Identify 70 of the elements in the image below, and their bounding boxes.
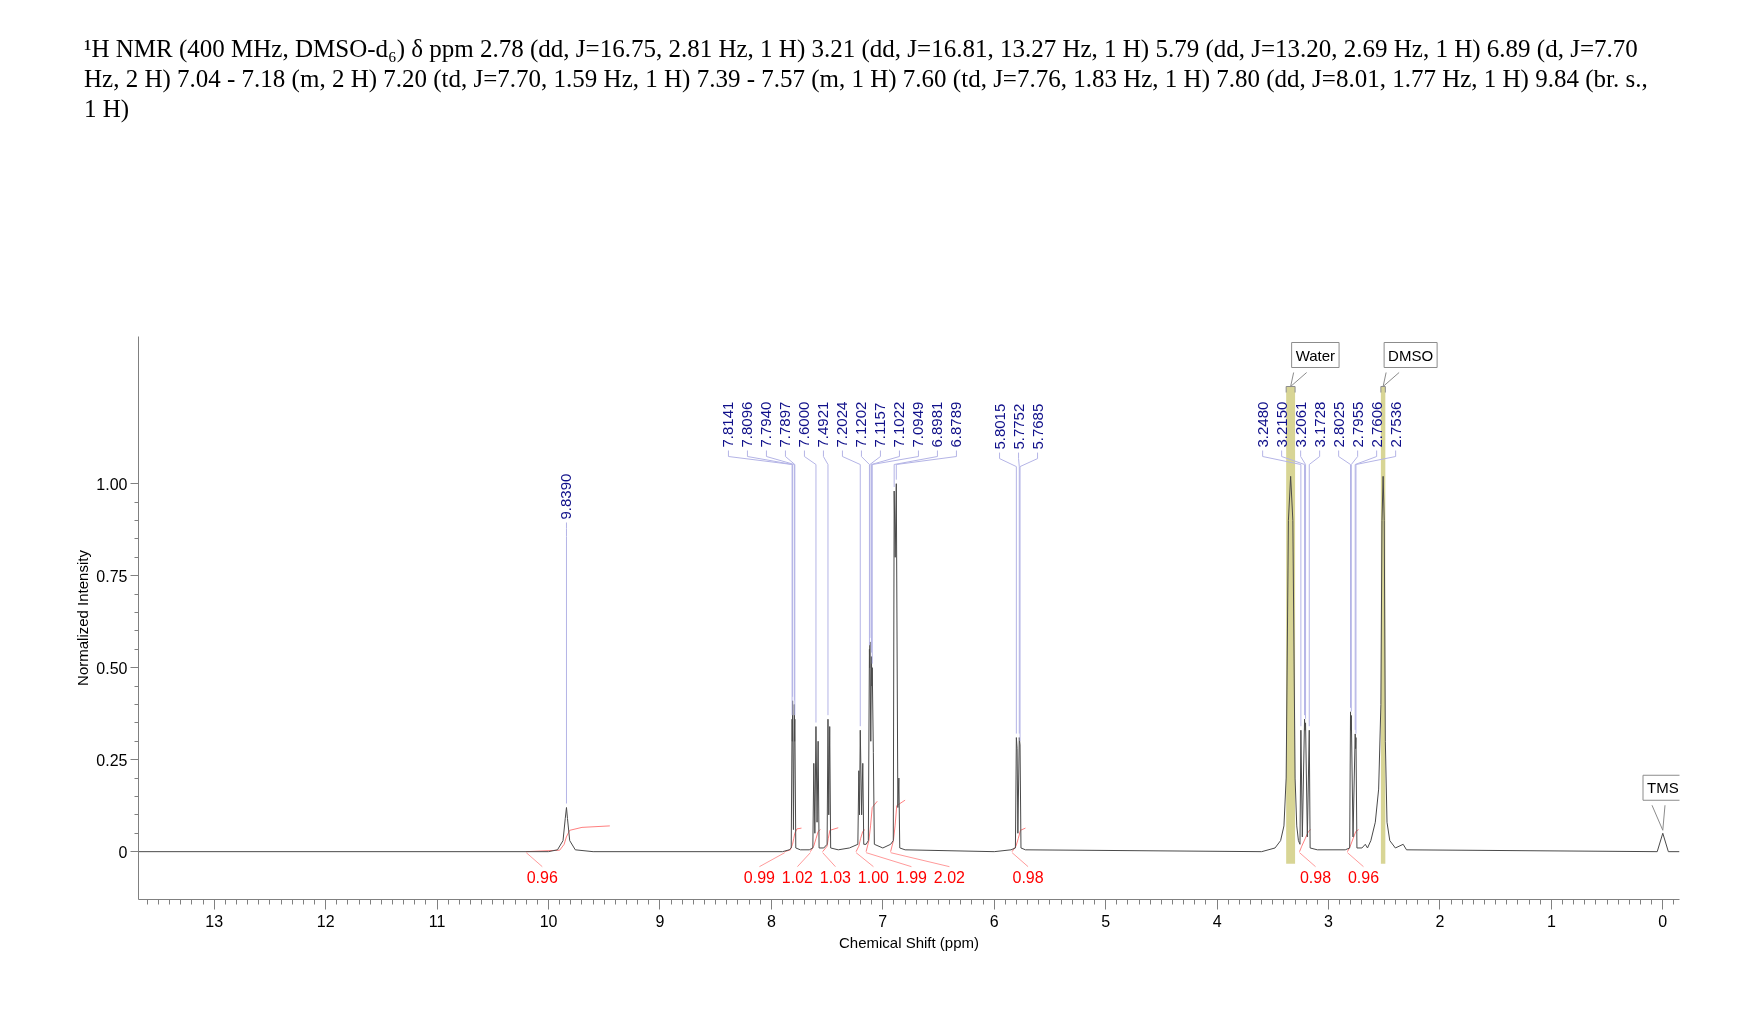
annotation: 7.4921 — [814, 401, 832, 448]
annotation: 7.1202 — [852, 401, 870, 448]
x-tick-label: 3 — [1324, 912, 1334, 930]
annotation: 0.98 — [1299, 868, 1332, 886]
line-series — [865, 800, 878, 853]
x-tick-label: 6 — [989, 912, 999, 930]
y-axis-title: Normalized Intensity — [74, 549, 92, 686]
annotation: 7.8096 — [738, 401, 756, 448]
y-tick-label: 1.00 — [96, 475, 128, 493]
annotation: 6.8789 — [947, 401, 965, 448]
line-series — [784, 827, 802, 853]
band-label: Water — [1295, 346, 1336, 364]
annotation: 7.0949 — [909, 401, 927, 448]
line-series — [822, 827, 839, 853]
annotation: 7.1022 — [890, 401, 908, 448]
annotation: 0.99 — [743, 868, 776, 886]
annotation: 5.7685 — [1028, 403, 1046, 450]
chart-title: ¹H NMR (400 MHz, DMSO-d₆) δ ppm 2.78 (dd, J=16.75, 2.81 Hz, 1 H) 3.21 (dd, J=16.81, 13.27 Hz, 1 H) 5.79 (dd, J=13.20, 2.69 Hz, 1 H) 6.89 (d, J=7.70 Hz, 2 H) 7.04 - 7.18 (m, 2 H) 7.20 (td, J=7.70, 1.59 Hz, 1 H) 7.39 - 7.57 (m, 1 H) 7.60 (td, J=7.76, 1.83 Hz, 1 H) 7.80 (dd, J=8.01, 1.77 Hz, 1 H) 9.84 (br. s., 1 H) — [84, 34, 1649, 124]
annotation: 7.1157 — [871, 402, 889, 448]
x-tick-label: 11 — [428, 912, 446, 930]
x-tick-label: 13 — [205, 912, 224, 930]
x-tick-label: 0 — [1658, 912, 1668, 930]
line-series — [1011, 827, 1026, 853]
y-tick-label: 0.25 — [96, 751, 128, 769]
annotation: 7.8141 — [719, 401, 737, 448]
line-series — [138, 475, 1680, 853]
annotation: 1.02 — [781, 868, 814, 886]
annotation: 2.8025 — [1329, 401, 1347, 448]
line-series — [855, 829, 866, 853]
annotation: 1.99 — [895, 868, 928, 886]
annotation: 7.6000 — [795, 401, 813, 448]
line-series — [1299, 829, 1312, 853]
annotation: TMS — [1647, 779, 1679, 797]
x-tick-label: 12 — [316, 912, 335, 930]
x-tick-label: 8 — [766, 912, 776, 930]
x-tick-label: 9 — [655, 912, 665, 930]
annotation: 3.1728 — [1310, 401, 1328, 448]
x-tick-label: 4 — [1212, 912, 1222, 930]
annotation: 1.00 — [857, 868, 890, 886]
annotation: 5.7752 — [1009, 403, 1027, 450]
annotation: 3.2150 — [1272, 401, 1290, 448]
annotation: 2.7536 — [1386, 401, 1404, 448]
annotation: 0.96 — [526, 868, 558, 886]
annotation: 2.7606 — [1367, 401, 1385, 448]
x-tick-label: 7 — [878, 912, 888, 930]
annotation: 3.2061 — [1291, 401, 1309, 448]
annotation: 5.8015 — [990, 403, 1008, 450]
x-tick-label: 5 — [1101, 912, 1111, 930]
annotation: 7.2024 — [833, 401, 851, 448]
annotation: 0.98 — [1012, 868, 1044, 886]
x-tick-label: 1 — [1546, 912, 1556, 930]
y-tick-label: 0 — [118, 843, 128, 861]
annotation: 7.7897 — [776, 401, 794, 448]
line-series — [809, 829, 821, 853]
y-tick-label: 0.75 — [96, 567, 128, 585]
annotation: 3.2480 — [1253, 401, 1271, 448]
x-tick-label: 2 — [1435, 912, 1445, 930]
band-label: DMSO — [1388, 346, 1434, 364]
annotation: 0.96 — [1347, 868, 1380, 886]
annotation: 7.7940 — [757, 401, 775, 448]
annotation: 9.8390 — [557, 473, 575, 520]
y-tick-label: 0.50 — [96, 659, 128, 677]
x-axis-title: Chemical Shift (ppm) — [838, 933, 980, 951]
line-series — [1346, 829, 1360, 853]
x-tick-label: 10 — [539, 912, 558, 930]
line-series — [890, 799, 906, 853]
annotation: 6.8981 — [928, 401, 946, 448]
annotation: 2.7955 — [1348, 401, 1366, 448]
annotation: 1.03 — [819, 868, 852, 886]
annotation: 2.02 — [933, 868, 966, 886]
